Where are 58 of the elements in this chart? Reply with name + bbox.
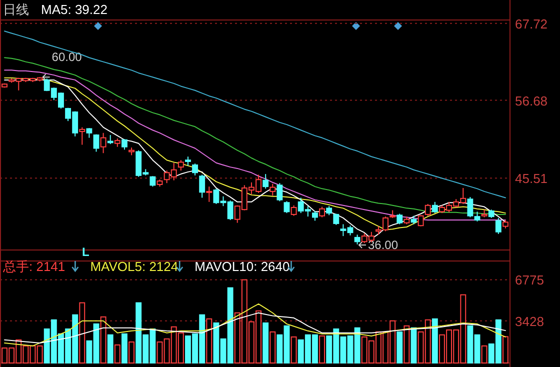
bar bbox=[122, 333, 128, 364]
bar bbox=[432, 318, 438, 364]
bar bbox=[404, 325, 410, 364]
candlestick bbox=[270, 183, 276, 196]
candlestick bbox=[100, 132, 106, 154]
candlestick bbox=[185, 156, 191, 166]
bar bbox=[79, 302, 86, 364]
bar bbox=[262, 322, 269, 364]
candlestick bbox=[326, 206, 332, 216]
candlestick bbox=[178, 160, 184, 172]
bar bbox=[206, 318, 212, 364]
y-tick-label: 3428 bbox=[515, 314, 544, 329]
text: 总手: 2141 bbox=[2, 259, 66, 274]
candlestick bbox=[192, 163, 198, 176]
candlestick bbox=[418, 214, 424, 227]
annotation: L bbox=[82, 245, 90, 259]
text: MAVOL5: 2124 bbox=[90, 259, 178, 274]
candlestick bbox=[319, 206, 325, 218]
candlestick bbox=[495, 217, 502, 234]
bar bbox=[128, 341, 134, 364]
candlestick bbox=[424, 204, 431, 216]
bar bbox=[114, 344, 120, 364]
candlestick bbox=[284, 200, 290, 214]
bar bbox=[396, 331, 403, 364]
bar bbox=[270, 331, 276, 364]
text: MA5: 39.22 bbox=[41, 2, 108, 17]
line-series bbox=[4, 303, 506, 346]
bar bbox=[107, 334, 114, 364]
candlestick bbox=[396, 213, 403, 225]
candlestick bbox=[432, 201, 438, 214]
bar bbox=[290, 336, 297, 364]
y-tick-label: 67.72 bbox=[515, 16, 548, 32]
annotation: 36.00 bbox=[368, 238, 398, 252]
candlestick bbox=[150, 176, 156, 188]
candlestick bbox=[199, 174, 206, 198]
candlestick bbox=[86, 128, 92, 138]
bar bbox=[319, 335, 325, 364]
candlestick bbox=[262, 174, 269, 190]
candlestick bbox=[354, 234, 360, 245]
candlestick bbox=[290, 204, 297, 216]
bar bbox=[100, 316, 106, 364]
candlestick bbox=[93, 134, 100, 152]
candlestick bbox=[276, 182, 283, 202]
annotation: 60.00 bbox=[52, 50, 82, 64]
bar bbox=[502, 336, 508, 364]
y-tick-label: 6775 bbox=[515, 272, 544, 288]
candlestick bbox=[79, 126, 86, 146]
candlestick bbox=[206, 186, 212, 202]
text: MAVOL10: 2640 bbox=[194, 259, 290, 274]
y-tick-label: 56.68 bbox=[515, 93, 548, 108]
candlestick bbox=[312, 210, 318, 222]
line-series bbox=[4, 312, 506, 344]
candlestick bbox=[122, 138, 128, 150]
y-tick-label: 45.51 bbox=[515, 171, 548, 186]
chart-title: 日线 bbox=[3, 2, 29, 17]
line-series bbox=[4, 30, 506, 198]
candlestick bbox=[107, 134, 114, 145]
bar bbox=[481, 345, 488, 364]
